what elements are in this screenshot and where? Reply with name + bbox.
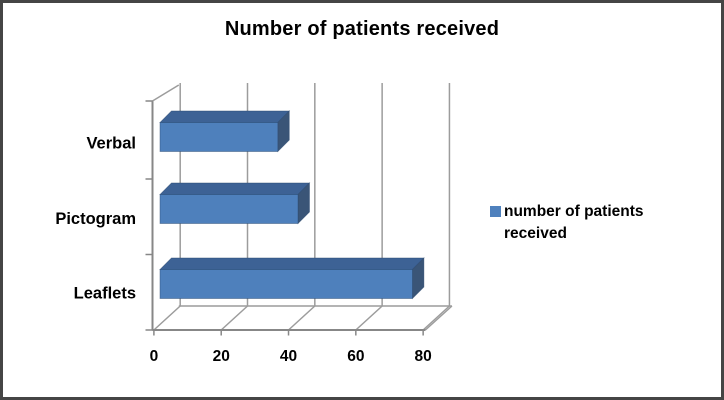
bar-front-face <box>159 269 413 299</box>
value-tick-label: 0 <box>150 348 159 365</box>
bar-front-face <box>159 122 279 152</box>
category-label: Leaflets <box>74 285 136 303</box>
bar-pictogram <box>159 182 311 225</box>
bar-top-face <box>159 110 291 123</box>
bar-top-face <box>159 182 311 195</box>
category-label: Verbal <box>86 135 136 153</box>
bar-leaflets <box>159 257 425 300</box>
plot-area: 0 20 40 60 80 Verbal Pictogram Leaflets <box>55 83 453 365</box>
floor-depth-line <box>153 305 181 331</box>
wall-top-edge <box>152 84 180 102</box>
floor-depth-line <box>288 305 316 331</box>
legend: number of patients received <box>490 201 686 245</box>
bar-top-face <box>159 257 425 270</box>
floor-depth-line <box>355 305 383 331</box>
floor-right-edge <box>424 305 453 331</box>
legend-label: number of patients received <box>504 203 644 242</box>
value-tick-label: 80 <box>415 348 432 365</box>
value-tick-label: 60 <box>347 348 364 365</box>
bar-verbal <box>159 110 291 153</box>
floor-depth-line <box>220 305 249 331</box>
value-tick-label: 40 <box>280 348 297 365</box>
category-label: Pictogram <box>55 210 136 228</box>
value-tick-label: 20 <box>213 348 230 365</box>
bar-front-face <box>159 194 299 224</box>
legend-marker-icon <box>490 206 501 217</box>
chart-title: Number of patients received <box>224 18 500 40</box>
floor-depth-line <box>422 305 450 331</box>
